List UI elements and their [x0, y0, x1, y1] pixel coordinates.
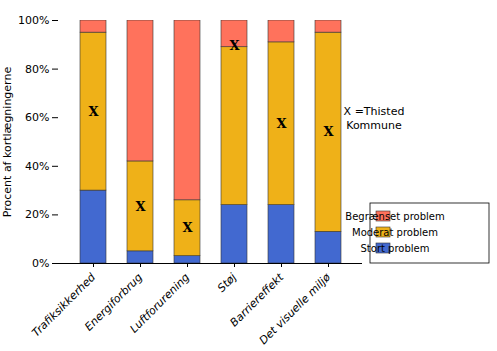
svg-text:Støj: Støj	[215, 270, 240, 295]
svg-text:Moderat problem: Moderat problem	[352, 227, 438, 238]
svg-text:Det visuelle miljø: Det visuelle miljø	[257, 271, 334, 348]
svg-text:X: X	[182, 220, 193, 235]
svg-text:80%: 80%	[25, 63, 49, 76]
svg-text:X =ThistedKommune: X =ThistedKommune	[344, 105, 405, 132]
svg-text:0%: 0%	[32, 257, 49, 270]
svg-text:X: X	[323, 124, 334, 139]
svg-text:X: X	[276, 116, 287, 131]
svg-text:Luftforurening: Luftforurening	[127, 271, 192, 336]
svg-text:Barriereffekt: Barriereffekt	[227, 270, 287, 330]
svg-text:60%: 60%	[25, 111, 49, 124]
svg-text:X: X	[135, 199, 146, 214]
svg-text:Begrænset problem: Begrænset problem	[345, 211, 444, 222]
svg-text:Stort problem: Stort problem	[361, 243, 430, 254]
svg-text:Trafiksikkerhed: Trafiksikkerhed	[29, 270, 99, 340]
svg-text:20%: 20%	[25, 208, 49, 221]
svg-text:X: X	[88, 104, 99, 119]
svg-text:100%: 100%	[18, 14, 49, 27]
svg-text:40%: 40%	[25, 160, 49, 173]
svg-text:X: X	[229, 38, 240, 53]
svg-text:Energiforbrug: Energiforbrug	[82, 270, 146, 334]
svg-text:Procent af kortlægningerne: Procent af kortlægningerne	[1, 67, 14, 218]
